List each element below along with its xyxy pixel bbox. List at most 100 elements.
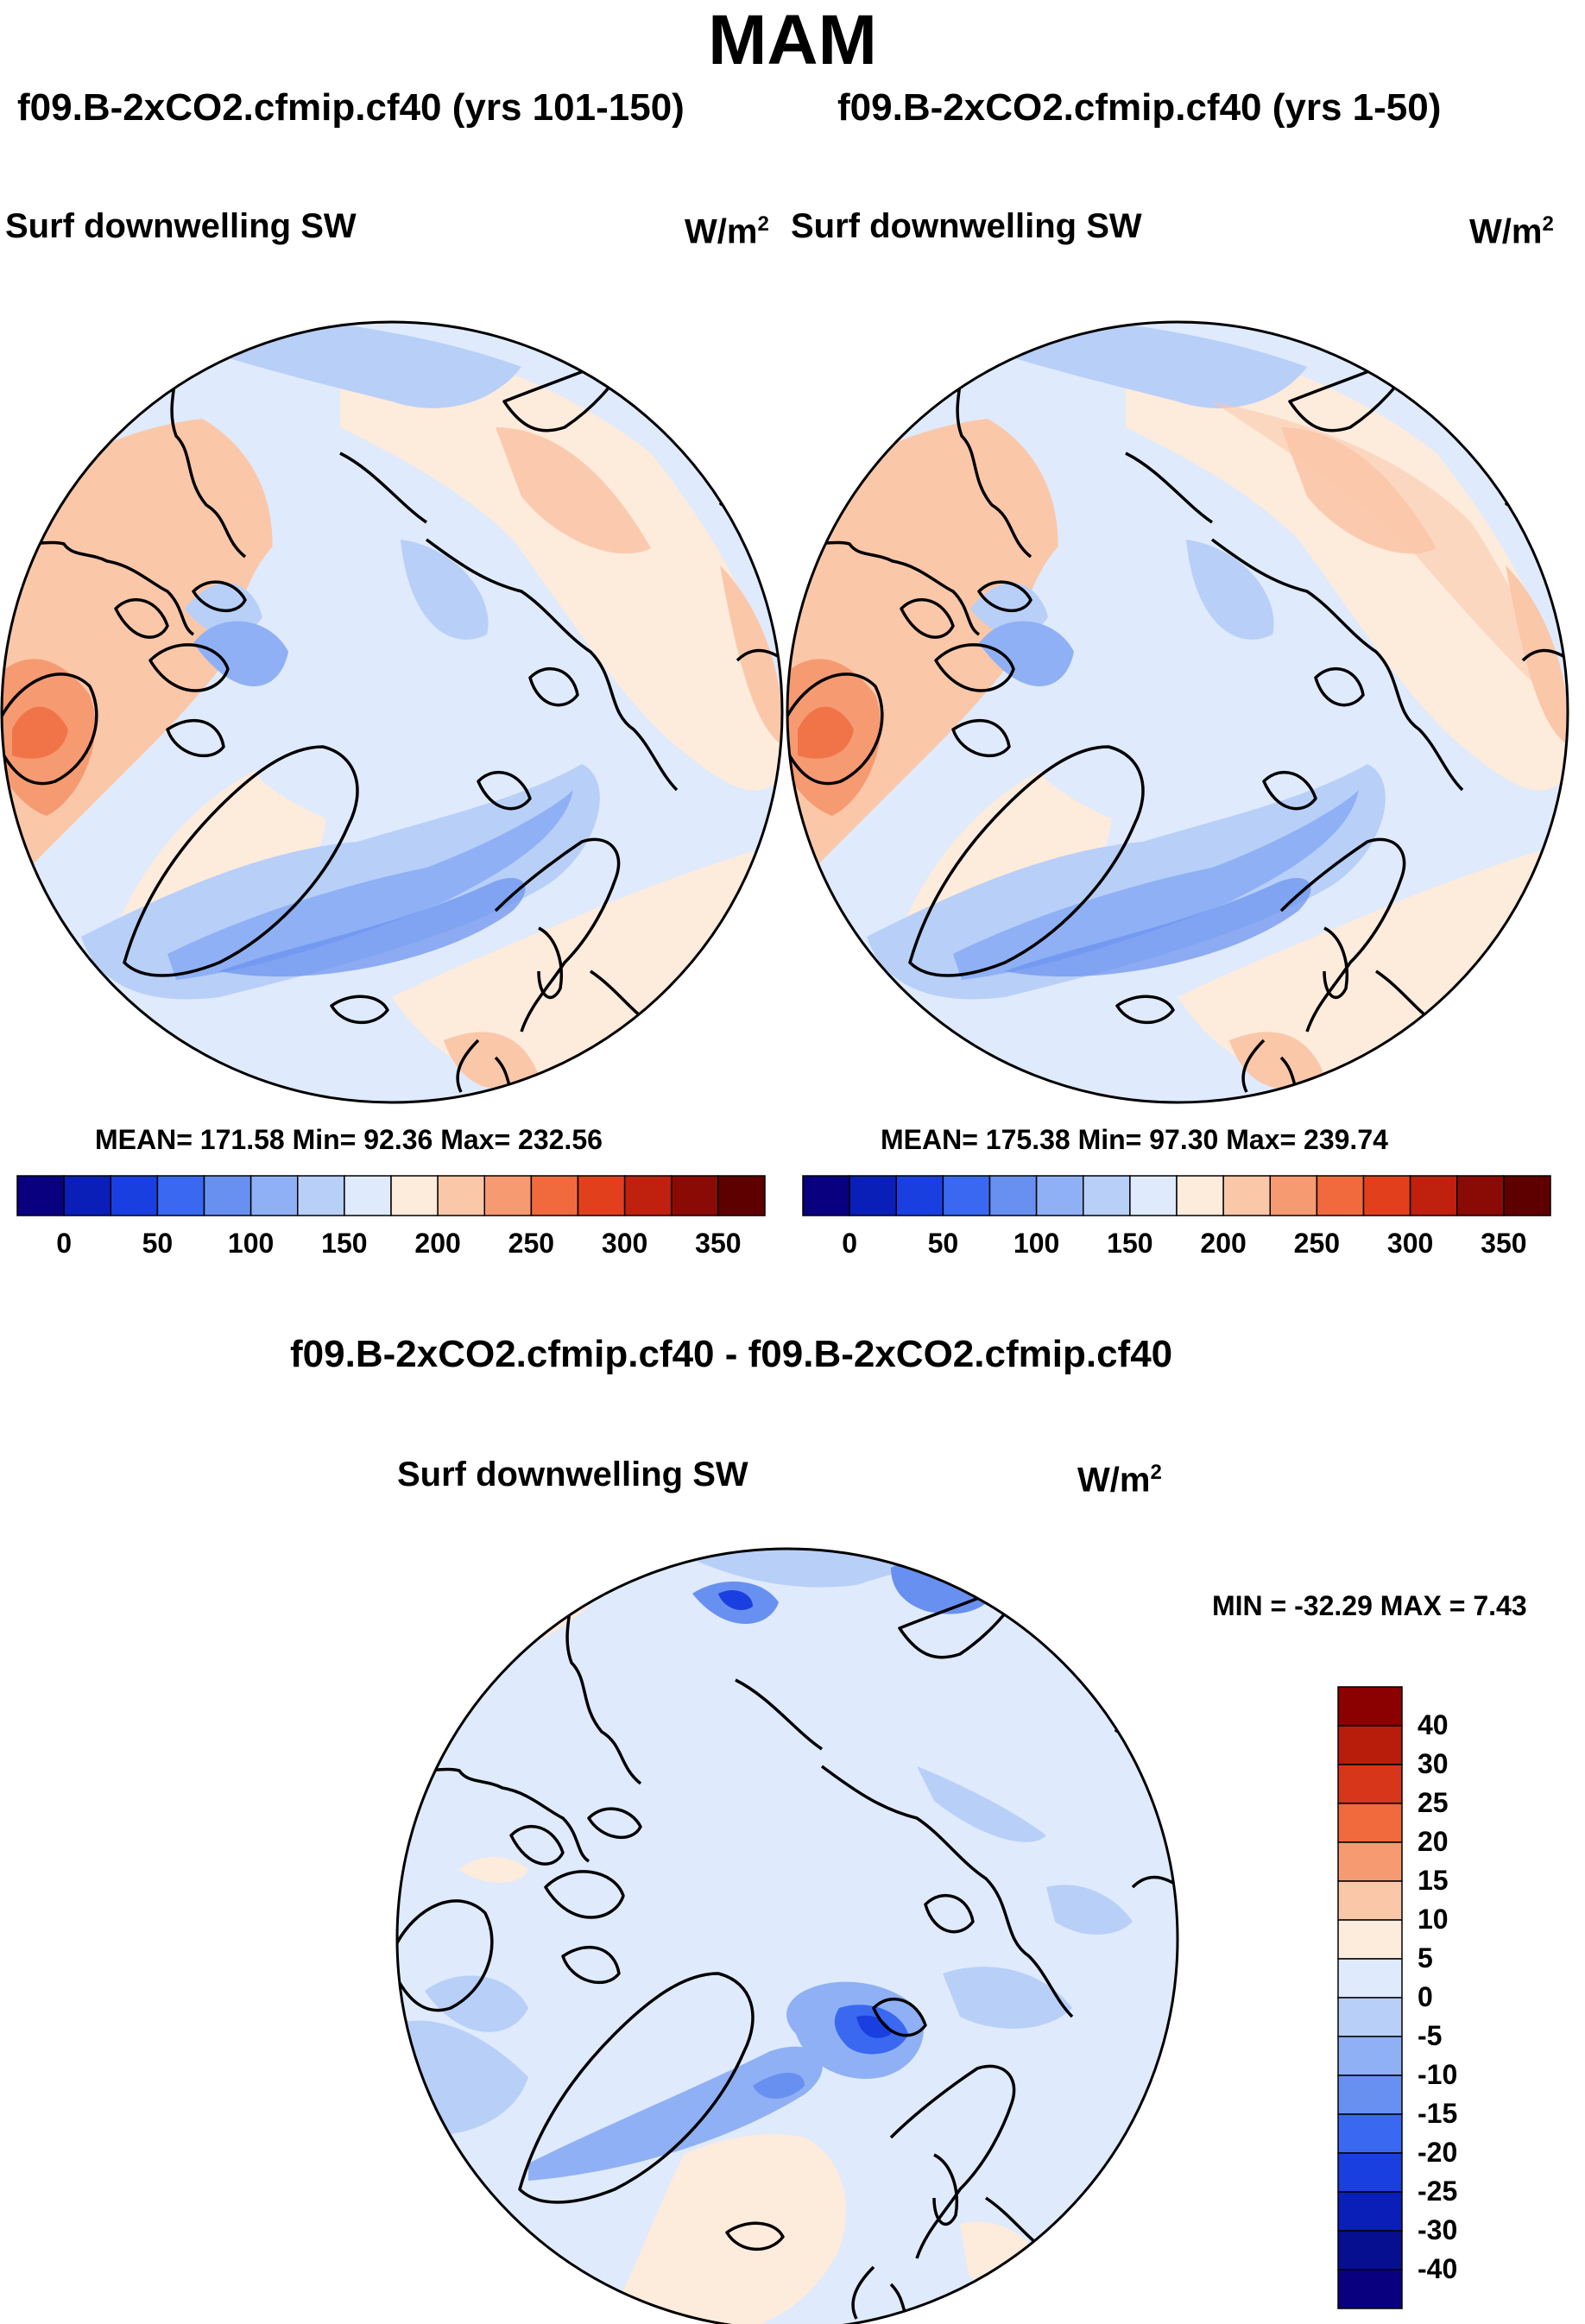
- colorbar-2-box: [802, 1175, 850, 1216]
- colorbar-1-box: [344, 1175, 392, 1216]
- colorbar-3-tick-label: 0: [1418, 1981, 1433, 2012]
- diff-stats: MIN = -32.29 MAX = 7.43: [1212, 1590, 1527, 1621]
- colorbar-3-tick-label: 10: [1418, 1904, 1449, 1935]
- colorbar-2-box: [1409, 1175, 1458, 1216]
- diff-map-border: [395, 1547, 1179, 2324]
- colorbar-3-tick-label: -20: [1418, 2137, 1458, 2168]
- colorbar-2-box: [895, 1175, 944, 1216]
- colorbar-2-box: [1176, 1175, 1224, 1216]
- panel-1-run-title: f09.B-2xCO2.cfmip.cf40 (yrs 101-150): [17, 86, 685, 129]
- colorbar-3-box: [1337, 2113, 1403, 2154]
- colorbar-3-box: [1337, 1725, 1403, 1765]
- colorbar-3-tick-label: 15: [1418, 1865, 1449, 1896]
- colorbar-3: [1337, 1686, 1403, 2309]
- colorbar-3-box: [1337, 2230, 1403, 2270]
- colorbar-1-tick-label: 0: [56, 1228, 73, 1259]
- colorbar-1-box: [530, 1175, 579, 1216]
- colorbar-2-tick-label: 300: [1386, 1228, 1434, 1259]
- colorbar-3-box: [1337, 1841, 1403, 1882]
- colorbar-3-box: [1337, 2075, 1403, 2115]
- colorbar-3-tick-label: 40: [1418, 1709, 1449, 1740]
- colorbar-1-box: [623, 1175, 673, 1216]
- diff-map: [395, 1547, 1179, 2324]
- diff-units: W/m2: [1077, 1461, 1162, 1500]
- panel-1-stats: MEAN= 171.58 Min= 92.36 Max= 232.56: [95, 1124, 603, 1155]
- colorbar-2-tick-label: 0: [842, 1228, 858, 1259]
- colorbar-1-tick-label: 50: [142, 1228, 174, 1259]
- colorbar-1-box: [203, 1175, 252, 1216]
- panel-2-stats: MEAN= 175.38 Min= 97.30 Max= 239.74: [881, 1124, 1388, 1155]
- colorbar-1-box: [577, 1175, 626, 1216]
- panel-2-run-title: f09.B-2xCO2.cfmip.cf40 (yrs 1-50): [837, 86, 1442, 129]
- colorbar-2-box: [1503, 1175, 1551, 1216]
- colorbar-2-tick-label: 150: [1107, 1228, 1153, 1259]
- colorbar-2-box: [849, 1175, 897, 1216]
- colorbar-1-tick-label: 150: [321, 1228, 368, 1259]
- colorbar-1-tick-label: 350: [695, 1228, 742, 1259]
- colorbar-1-box: [390, 1175, 439, 1216]
- colorbar-1-box: [110, 1175, 159, 1216]
- colorbar-1-box: [671, 1175, 719, 1216]
- colorbar-1-box: [63, 1175, 111, 1216]
- colorbar-3-tick-label: 5: [1418, 1942, 1433, 1974]
- colorbar-3-tick-label: -40: [1418, 2253, 1458, 2284]
- colorbar-3-tick-label: 30: [1418, 1748, 1449, 1779]
- colorbar-1-tick-label: 300: [601, 1228, 648, 1259]
- colorbar-1: [16, 1175, 766, 1216]
- colorbar-3-tick-label: -30: [1418, 2214, 1458, 2245]
- colorbar-1-box: [16, 1175, 65, 1216]
- colorbar-3-box: [1337, 1686, 1403, 1727]
- colorbar-2-tick-label: 200: [1200, 1228, 1247, 1259]
- colorbar-1-box: [249, 1175, 299, 1216]
- colorbar-2-box: [1035, 1175, 1084, 1216]
- panel-2-map-border: [786, 320, 1569, 1104]
- colorbar-3-tick-label: 20: [1418, 1826, 1449, 1857]
- colorbar-2-box: [1456, 1175, 1505, 1216]
- colorbar-3-box: [1337, 2269, 1403, 2309]
- colorbar-1-box: [297, 1175, 345, 1216]
- colorbar-1-box: [483, 1175, 533, 1216]
- colorbar-2-box: [1129, 1175, 1178, 1216]
- colorbar-1-tick-label: 250: [508, 1228, 555, 1259]
- colorbar-3-box: [1337, 1958, 1403, 1999]
- panel-1-map: [0, 320, 784, 1104]
- colorbar-2-tick-label: 50: [927, 1228, 959, 1259]
- panel-1-map-border: [0, 320, 784, 1104]
- colorbar-3-box: [1337, 2191, 1403, 2232]
- colorbar-1-tick-label: 100: [227, 1228, 275, 1259]
- panel-1-units: W/m2: [685, 212, 769, 251]
- colorbar-2-box: [1362, 1175, 1411, 1216]
- colorbar-2: [802, 1175, 1551, 1216]
- colorbar-3-box: [1337, 1919, 1403, 1960]
- colorbar-3-box: [1337, 1803, 1403, 1843]
- colorbar-3-tick-label: -10: [1418, 2059, 1458, 2090]
- colorbar-3-box: [1337, 1880, 1403, 1921]
- colorbar-3-tick-label: 25: [1418, 1787, 1449, 1818]
- colorbar-1-box: [156, 1175, 205, 1216]
- panel-2-variable-label: Surf downwelling SW: [791, 207, 1142, 245]
- panel-1-variable-label: Surf downwelling SW: [5, 207, 357, 245]
- colorbar-2-box: [988, 1175, 1038, 1216]
- colorbar-3-box: [1337, 1764, 1403, 1804]
- colorbar-3-tick-label: -15: [1418, 2098, 1458, 2129]
- figure-title: MAM: [708, 1, 877, 79]
- diff-variable-label: Surf downwelling SW: [397, 1456, 748, 1494]
- colorbar-1-box: [717, 1175, 766, 1216]
- colorbar-3-box: [1337, 2036, 1403, 2076]
- colorbar-2-box: [1222, 1175, 1271, 1216]
- colorbar-2-box: [1083, 1175, 1131, 1216]
- colorbar-2-box: [1269, 1175, 1318, 1216]
- panel-2-map: [786, 320, 1569, 1104]
- panel-2-units: W/m2: [1469, 212, 1554, 251]
- colorbar-2-box: [942, 1175, 991, 1216]
- colorbar-3-tick-label: -5: [1418, 2020, 1443, 2051]
- colorbar-2-box: [1316, 1175, 1365, 1216]
- colorbar-2-tick-label: 350: [1481, 1228, 1527, 1259]
- colorbar-3-box: [1337, 2152, 1403, 2193]
- colorbar-1-box: [437, 1175, 485, 1216]
- colorbar-1-tick-label: 200: [414, 1228, 461, 1259]
- colorbar-2-tick-label: 250: [1293, 1228, 1341, 1259]
- diff-run-title: f09.B-2xCO2.cfmip.cf40 - f09.B-2xCO2.cfm…: [290, 1333, 1173, 1375]
- colorbar-3-box: [1337, 1997, 1403, 2037]
